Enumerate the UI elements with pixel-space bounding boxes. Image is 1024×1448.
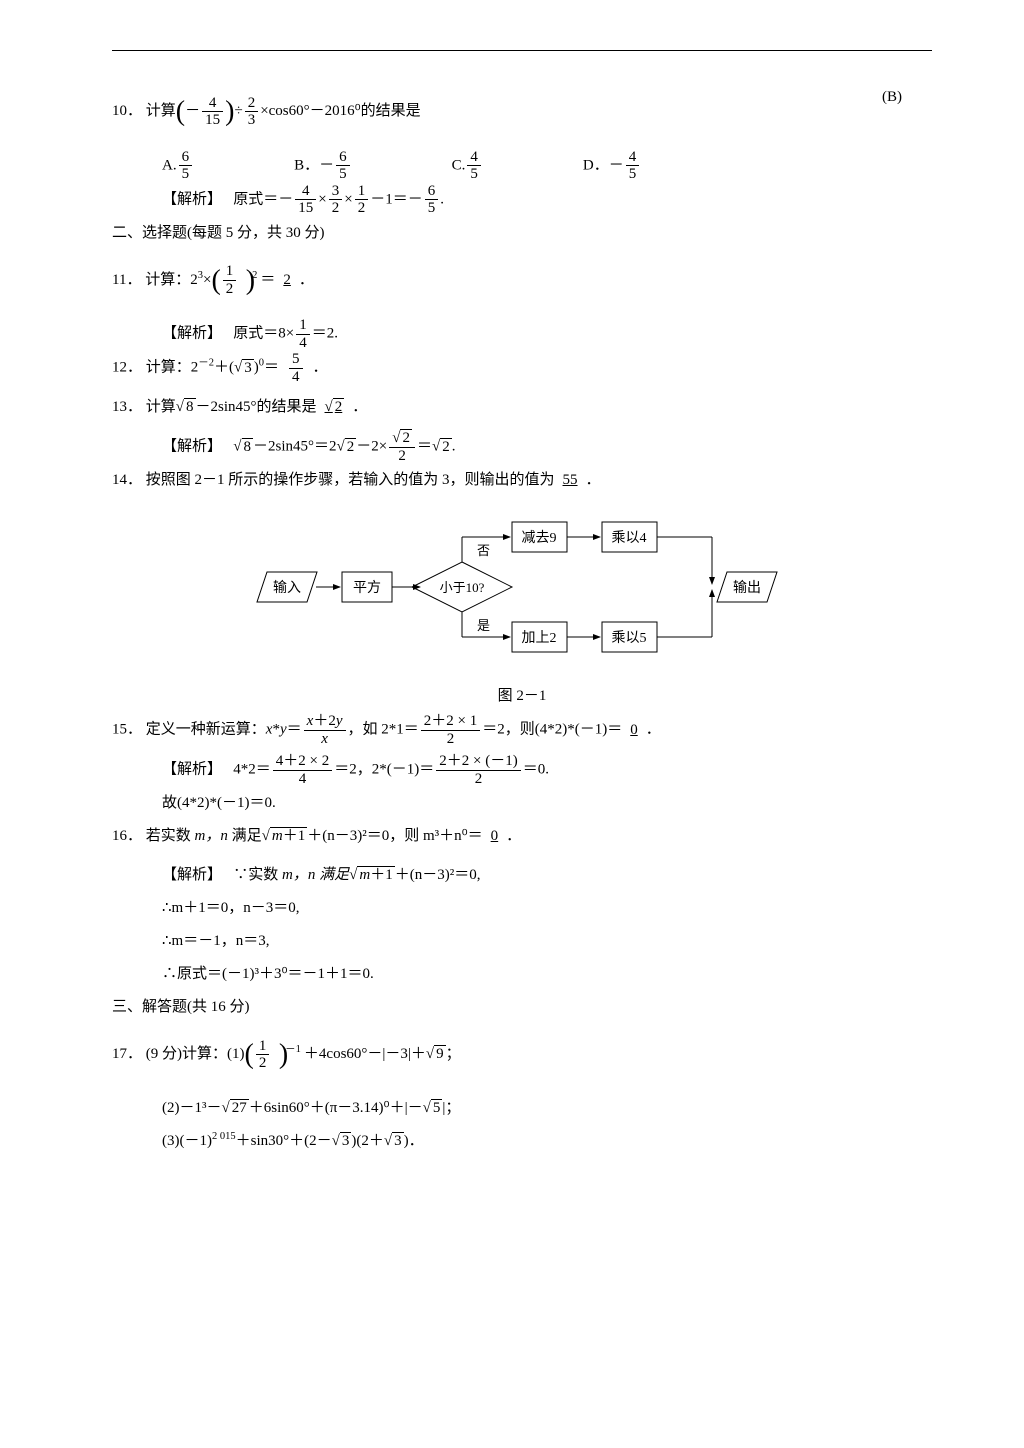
q10-answer: (B) [882, 81, 902, 114]
question-10: 10． 计算－415÷23×cos60°－2016⁰的结果是 (B) [112, 81, 932, 143]
flowchart-svg: 输入 平方 小于10? 否 减去9 乘以4 是 加上2 [252, 512, 792, 662]
q16-number: 16． [112, 828, 142, 844]
frac-4-15: 415 [202, 95, 223, 129]
q15-analysis: 【解析】 4*2＝4＋2 × 24＝2，2*(－1)＝2＋2 × (－1)2＝0… [162, 753, 932, 787]
fc-no: 否 [477, 543, 490, 558]
question-16: 16． 若实数 m，n 满足√m＋1＋(n－3)²＝0，则 m³＋n⁰＝0． [112, 820, 932, 853]
q17-part3: (3)(－1)2 015＋sin30°＋(2－√3)(2＋√3)． [162, 1125, 932, 1158]
analysis-label: 【解析】 [162, 191, 222, 207]
fc-plus2: 加上2 [522, 630, 557, 646]
q10-number: 10． [112, 103, 142, 119]
fc-yes: 是 [477, 618, 490, 633]
fc-minus9: 减去9 [522, 530, 557, 546]
page-container: 10． 计算－415÷23×cos60°－2016⁰的结果是 (B) A.65 … [12, 0, 1012, 1198]
q10-opt-c: C.45 [452, 149, 483, 183]
q10-stem-prefix: 计算 [146, 103, 176, 119]
fc-times5: 乘以5 [612, 630, 647, 646]
question-13: 13． 计算√8－2sin45°的结果是√2． [112, 391, 932, 424]
q10-opt-a: A.65 [162, 149, 194, 183]
q14-number: 14． [112, 472, 142, 488]
header-rule [112, 50, 932, 51]
analysis-prefix: 原式＝ [233, 191, 278, 207]
question-12: 12． 计算：2－2＋(√3)0＝54． [112, 351, 932, 385]
q11-number: 11． [112, 272, 141, 288]
question-17: 17． (9 分)计算：(1)12 －1＋4cos60°－|－3|＋√9； [112, 1024, 932, 1086]
q17-number: 17． [112, 1046, 142, 1062]
q16-analysis-3: ∴m＝－1，n＝3, [162, 925, 932, 958]
section-2-title: 二、选择题(每题 5 分，共 30 分) [112, 217, 932, 250]
q10-opt-d: D．－45 [583, 149, 641, 183]
q15-number: 15． [112, 722, 142, 738]
lparen [176, 103, 185, 119]
q17-part2: (2)－1³－√27＋6sin60°＋(π－3.14)⁰＋|－√5|； [162, 1092, 932, 1125]
q13-analysis: 【解析】 √8－2sin45°＝2√2－2×√22＝√2. [162, 430, 932, 464]
q16-analysis-1: 【解析】 ∵实数 m，n 满足√m＋1＋(n－3)²＝0, [162, 859, 932, 892]
q11-analysis: 【解析】 原式＝8×14＝2. [162, 317, 932, 351]
q16-analysis-2: ∴m＋1＝0，n－3＝0, [162, 892, 932, 925]
fc-times4: 乘以4 [612, 530, 647, 546]
fc-lt10: 小于10? [440, 580, 485, 595]
q13-number: 13． [112, 399, 142, 415]
flowchart: 输入 平方 小于10? 否 减去9 乘以4 是 加上2 [112, 512, 932, 675]
fig-caption: 图 2－1 [112, 680, 932, 713]
q15-answer: 0 [622, 722, 646, 738]
q16-analysis-4: ∴原式＝(－1)³＋3⁰＝－1＋1＝0. [162, 958, 932, 991]
q12-number: 12． [112, 360, 142, 376]
section-3-title: 三、解答题(共 16 分) [112, 991, 932, 1024]
q12-answer: 54 [279, 360, 313, 376]
q10-stem-suffix: 的结果是 [361, 103, 421, 119]
q15-conclusion: 故(4*2)*(－1)＝0. [162, 787, 932, 820]
fc-output: 输出 [733, 580, 761, 596]
question-15: 15． 定义一种新运算：x*y＝x＋2yx，如 2*1＝2＋2 × 12＝2，则… [112, 713, 932, 747]
fc-square: 平方 [353, 580, 381, 596]
rparen [225, 103, 234, 119]
q16-answer: 0 [483, 828, 507, 844]
question-14: 14． 按照图 2－1 所示的操作步骤，若输入的值为 3，则输出的值为55． [112, 464, 932, 497]
q13-answer: √2 [317, 399, 353, 415]
q11-answer: 2 [275, 272, 299, 288]
q10-opt-b: B．－65 [294, 149, 352, 183]
frac-2-3: 23 [245, 95, 259, 129]
q14-answer: 55 [555, 472, 586, 488]
q10-analysis: 【解析】 原式＝－415×32×12－1＝－65. [162, 183, 932, 217]
fc-input: 输入 [273, 580, 301, 596]
q10-options: A.65 B．－65 C.45 D．－45 [162, 149, 932, 183]
question-11: 11． 计算：23×12 2＝2． [112, 250, 932, 312]
